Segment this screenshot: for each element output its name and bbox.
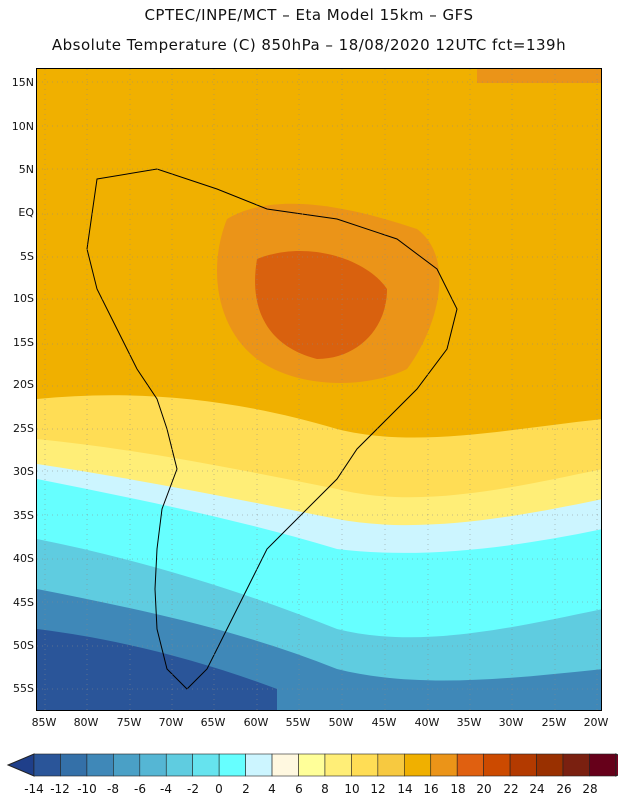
colorbar-label: -10 <box>77 782 97 796</box>
lat-label: 45S <box>13 596 34 609</box>
field-warm-corner <box>477 69 601 83</box>
lat-label: 50S <box>13 639 34 652</box>
lat-label: 10S <box>13 292 34 305</box>
colorbar-swatch <box>33 753 61 777</box>
lat-label: 40S <box>13 552 34 565</box>
colorbar-label: -2 <box>187 782 199 796</box>
colorbar-swatch <box>509 753 537 777</box>
colorbar-swatch <box>351 753 379 777</box>
colorbar-swatch <box>245 753 273 777</box>
lon-label: 40W <box>414 716 440 729</box>
colorbar-label: -12 <box>50 782 70 796</box>
colorbar-swatch <box>483 753 511 777</box>
lat-label: EQ <box>18 206 34 219</box>
field-light-yellow-band <box>37 439 601 539</box>
colorbar-label: 2 <box>242 782 250 796</box>
colorbar-label: 28 <box>582 782 598 796</box>
lat-label: 10N <box>11 120 34 133</box>
temperature-field <box>37 69 601 710</box>
lon-label: 50W <box>328 716 354 729</box>
lat-label: 35S <box>13 509 34 522</box>
lon-label: 70W <box>158 716 184 729</box>
continent-outline <box>86 168 458 690</box>
lon-label: 35W <box>456 716 482 729</box>
lat-label: 5S <box>20 250 34 263</box>
colorbar-label: 26 <box>556 782 572 796</box>
colorbar-swatch <box>456 753 484 777</box>
lon-label: 30W <box>498 716 524 729</box>
colorbar-swatch <box>589 753 617 777</box>
field-yellow-band <box>37 395 601 512</box>
colorbar-label: 6 <box>295 782 303 796</box>
colorbar-label: -8 <box>107 782 119 796</box>
colorbar-swatch <box>113 753 141 777</box>
lat-label: 15S <box>13 336 34 349</box>
colorbar-label: -14 <box>24 782 44 796</box>
colorbar-swatch <box>377 753 405 777</box>
lon-label: 45W <box>371 716 397 729</box>
field-deep-blue <box>37 629 277 710</box>
lon-label: 60W <box>243 716 269 729</box>
colorbar-swatch <box>562 753 590 777</box>
colorbar-swatch <box>165 753 194 777</box>
lat-label: 30S <box>13 465 34 478</box>
lat-label: 5N <box>18 163 34 176</box>
colorbar-right-arrow <box>615 753 618 777</box>
colorbar-label: 20 <box>476 782 492 796</box>
colorbar-swatch <box>218 753 246 777</box>
colorbar-left-arrow <box>6 753 35 777</box>
lon-label: 75W <box>116 716 142 729</box>
field-hottest-zone <box>255 250 387 359</box>
colorbar-label: -4 <box>160 782 172 796</box>
colorbar-label: 16 <box>423 782 439 796</box>
lon-label: 85W <box>31 716 57 729</box>
map-title-line2: Absolute Temperature (C) 850hPa – 18/08/… <box>51 36 567 54</box>
lon-label: 65W <box>200 716 226 729</box>
lat-label: 55S <box>13 682 34 695</box>
colorbar-swatch <box>271 753 299 777</box>
colorbar-label: 4 <box>268 782 276 796</box>
colorbar-swatch <box>430 753 458 777</box>
field-pale-band <box>37 464 601 569</box>
colorbar-label: 12 <box>370 782 386 796</box>
lat-label: 15N <box>11 76 34 89</box>
colorbar-label: 8 <box>321 782 329 796</box>
colorbar-label: 14 <box>397 782 413 796</box>
colorbar-label: 24 <box>529 782 545 796</box>
lon-label: 55W <box>285 716 311 729</box>
lat-label: 20S <box>13 378 34 391</box>
map-title-line1: CPTEC/INPE/MCT – Eta Model 15km – GFS <box>144 6 474 24</box>
lat-label: 25S <box>13 422 34 435</box>
lon-label: 25W <box>541 716 567 729</box>
colorbar-swatch <box>60 753 88 777</box>
color-scale-swatches <box>6 753 618 777</box>
lon-label: 20W <box>583 716 609 729</box>
colorbar-swatch <box>192 753 220 777</box>
colorbar-swatch <box>139 753 167 777</box>
colorbar-swatch <box>298 753 326 777</box>
color-scale-bar <box>6 753 618 777</box>
colorbar-label: 18 <box>450 782 466 796</box>
temperature-map <box>36 68 602 711</box>
colorbar-label: 22 <box>503 782 519 796</box>
lat-lon-grid <box>37 69 601 710</box>
lon-label: 80W <box>73 716 99 729</box>
colorbar-swatch <box>86 753 114 777</box>
colorbar-swatch <box>536 753 564 777</box>
colorbar-swatch <box>403 753 432 777</box>
colorbar-label: 10 <box>344 782 360 796</box>
colorbar-swatch <box>324 753 352 777</box>
colorbar-label: 0 <box>215 782 223 796</box>
colorbar-label: -6 <box>134 782 146 796</box>
